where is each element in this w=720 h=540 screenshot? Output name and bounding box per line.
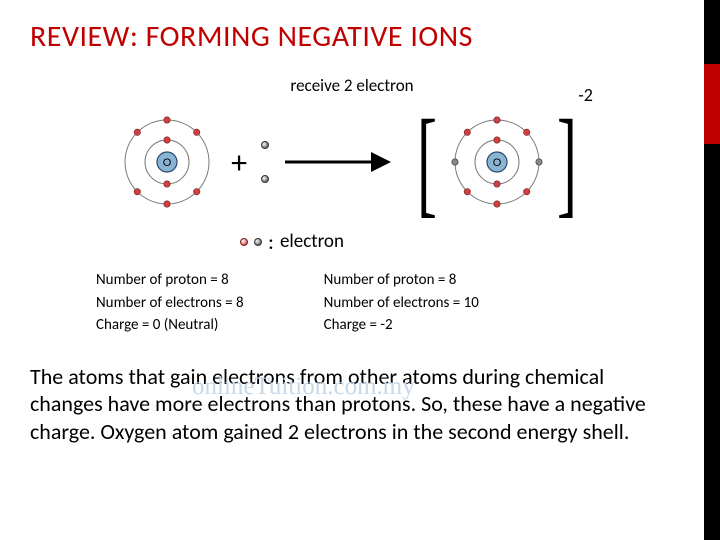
sidebar-red-accent xyxy=(704,64,720,144)
slide-content: REVIEW: FORMING NEGATIVE IONS receive 2 … xyxy=(0,0,704,445)
stat-line: Number of electrons = 10 xyxy=(324,292,479,315)
electron-grey-icon xyxy=(254,238,262,246)
legend: : electron xyxy=(0,228,632,255)
stat-line: Number of proton = 8 xyxy=(324,269,479,292)
arrow-icon xyxy=(283,148,393,176)
diagram: receive 2 electron O + [ O ] -2 : e xyxy=(72,75,632,337)
stat-line: Number of proton = 8 xyxy=(96,269,244,292)
bracket-left-icon: [ xyxy=(417,102,437,222)
electron-icon xyxy=(261,175,269,183)
incoming-electrons xyxy=(261,141,269,183)
charge-label: -2 xyxy=(578,84,593,106)
stat-line: Charge = 0 (Neutral) xyxy=(96,314,244,337)
bracket-right-icon: ] xyxy=(557,102,577,222)
stat-line: Charge = -2 xyxy=(324,314,479,337)
svg-text:O: O xyxy=(163,157,172,169)
ion-bracketed: [ O ] -2 xyxy=(407,102,587,222)
diagram-top-label: receive 2 electron xyxy=(72,75,632,96)
electron-icon xyxy=(261,141,269,149)
diagram-row: O + [ O ] -2 xyxy=(72,102,632,222)
svg-text:O: O xyxy=(493,157,502,169)
slide-title: REVIEW: FORMING NEGATIVE IONS xyxy=(30,18,674,55)
plus-icon: + xyxy=(231,143,247,182)
body-text: The atoms that gain electrons from other… xyxy=(30,363,670,446)
electron-red-icon xyxy=(240,238,248,246)
stats-left: Number of proton = 8 Number of electrons… xyxy=(96,269,244,337)
atom-ion: O xyxy=(447,112,547,212)
stats-row: Number of proton = 8 Number of electrons… xyxy=(96,269,632,337)
stats-right: Number of proton = 8 Number of electrons… xyxy=(324,269,479,337)
legend-colon: : xyxy=(268,228,274,255)
atom-neutral: O xyxy=(117,112,217,212)
legend-text: electron xyxy=(280,230,344,253)
stat-line: Number of electrons = 8 xyxy=(96,292,244,315)
